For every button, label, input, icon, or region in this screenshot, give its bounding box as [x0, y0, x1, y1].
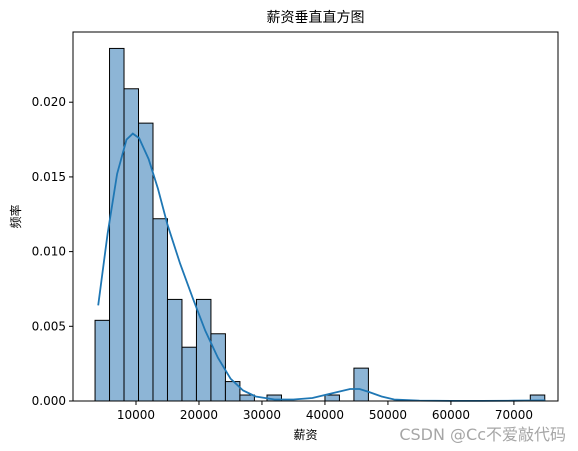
- histogram-bar-4: [152, 218, 168, 402]
- x-tick-label-0: 10000: [117, 408, 155, 422]
- histogram-bar-6: [181, 346, 197, 402]
- histogram-bars: [94, 47, 546, 402]
- watermark: CSDN @Cc不爱敲代码: [399, 425, 566, 444]
- x-tick-label-2: 30000: [243, 408, 281, 422]
- histogram-bar-0: [94, 319, 111, 402]
- histogram-bar-5: [166, 298, 183, 402]
- chart-title: 薪资垂直直方图: [267, 9, 365, 26]
- x-axis-ticks: 10000 20000 30000 40000 50000 60000 70000: [117, 401, 533, 422]
- x-tick-label-4: 50000: [369, 408, 407, 422]
- y-tick-label-4: 0.020: [32, 95, 66, 109]
- kde-curve: [97, 132, 546, 402]
- y-axis-ticks: 0.000 0.005 0.010 0.015 0.020: [32, 95, 73, 408]
- histogram-bar-13: [353, 367, 369, 402]
- x-tick-label-1: 20000: [180, 408, 218, 422]
- histogram-bar-12: [324, 394, 340, 402]
- x-tick-label-3: 40000: [306, 408, 344, 422]
- y-tick-label-1: 0.005: [32, 319, 66, 333]
- y-tick-label-3: 0.015: [32, 170, 66, 184]
- histogram-bar-10: [239, 394, 255, 402]
- y-tick-label-0: 0.000: [32, 394, 66, 408]
- x-tick-label-5: 60000: [432, 408, 470, 422]
- x-axis-label: 薪资: [293, 428, 317, 442]
- histogram-bar-1: [109, 47, 125, 402]
- y-tick-label-2: 0.010: [32, 245, 66, 259]
- plot-frame: [72, 31, 559, 402]
- y-axis-label: 频率: [8, 204, 23, 228]
- x-tick-label-6: 70000: [495, 408, 533, 422]
